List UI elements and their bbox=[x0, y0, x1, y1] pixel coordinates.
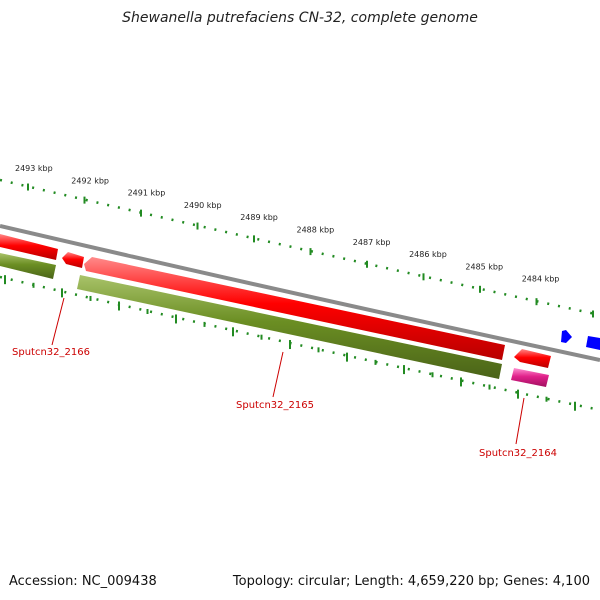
genome-summary-text: Topology: circular; Length: 4,659,220 bp… bbox=[232, 574, 590, 589]
gene-label-2165[interactable]: Sputcn32_2165 bbox=[236, 400, 314, 411]
ruler-tick-label: 2490 kbp bbox=[184, 201, 222, 210]
other-features bbox=[561, 330, 600, 350]
leader-line-2166 bbox=[51, 297, 65, 346]
ruler-tick-label: 2488 kbp bbox=[297, 226, 335, 235]
ruler-tick-label: 2489 kbp bbox=[240, 213, 278, 222]
cds-feature-small[interactable] bbox=[62, 252, 84, 268]
ruler-tick-label: 2485 kbp bbox=[465, 262, 503, 271]
ruler-tick-label: 2492 kbp bbox=[71, 176, 109, 185]
ruler-tick-label: 2491 kbp bbox=[128, 189, 166, 198]
gene-track bbox=[0, 253, 549, 387]
ruler-tick-label: 2486 kbp bbox=[409, 250, 447, 259]
ruler-lower bbox=[0, 275, 600, 412]
leader-line-2164 bbox=[515, 397, 525, 445]
gene-feature-2166[interactable] bbox=[0, 253, 56, 279]
gene-feature-2165[interactable] bbox=[77, 275, 502, 379]
gene-label-2164[interactable]: Sputcn32_2164 bbox=[479, 448, 557, 459]
ncrna-feature-2164[interactable] bbox=[511, 368, 549, 387]
gene-label-2166[interactable]: Sputcn32_2166 bbox=[12, 347, 90, 358]
blue-feature-arrow[interactable] bbox=[561, 330, 572, 343]
gene-labels: Sputcn32_2166 Sputcn32_2165 Sputcn32_216… bbox=[12, 297, 557, 459]
ruler-tick-label: 2484 kbp bbox=[522, 275, 560, 284]
leader-line-2165 bbox=[272, 351, 284, 398]
cds-track bbox=[0, 234, 551, 368]
accession-text: Accession: NC_009438 bbox=[9, 574, 157, 589]
ruler-tick-label: 2487 kbp bbox=[353, 238, 391, 247]
backbone-line bbox=[0, 224, 600, 362]
cds-feature-2166[interactable] bbox=[0, 234, 58, 260]
map-title: Shewanella putrefaciens CN-32, complete … bbox=[122, 10, 478, 26]
ruler-upper: 2493 kbp 2492 kbp 2491 kbp 2490 kbp 2489 kbp… bbox=[0, 164, 600, 318]
cds-feature-2165[interactable] bbox=[84, 257, 505, 360]
ruler-tick-label: 2493 kbp bbox=[15, 164, 53, 173]
blue-feature-block[interactable] bbox=[586, 336, 600, 350]
cds-feature-2164[interactable] bbox=[514, 349, 551, 368]
